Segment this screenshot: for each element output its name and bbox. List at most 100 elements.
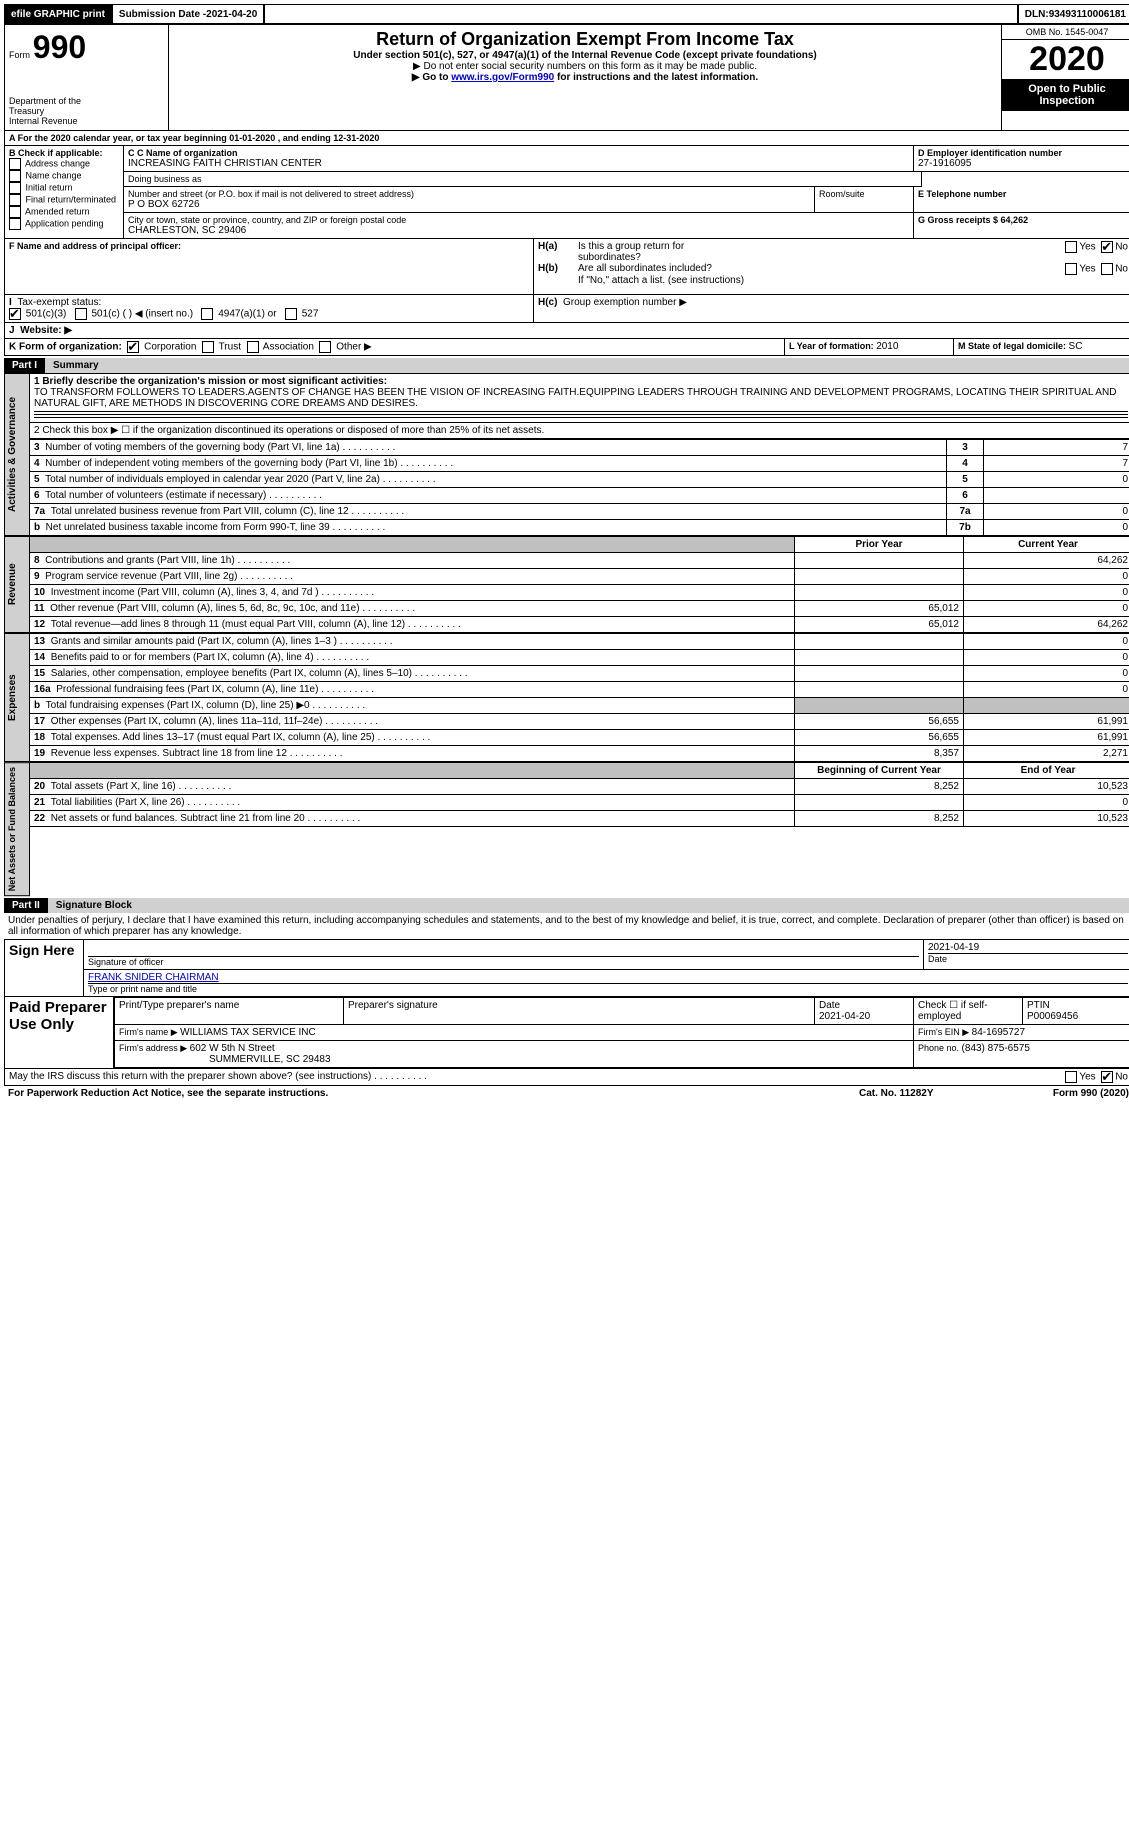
ha-no-checkbox[interactable] <box>1101 241 1113 253</box>
ha-text-2: subordinates? <box>578 252 641 263</box>
ein: 27-1916095 <box>918 158 1128 169</box>
hb-yes-checkbox[interactable] <box>1065 263 1077 275</box>
table-row: 12 Total revenue—add lines 8 through 11 … <box>30 617 1129 633</box>
box-h: H(a) Is this a group return for subordin… <box>534 239 1129 295</box>
ha-label: H(a) <box>538 241 578 263</box>
part-1-badge: Part I <box>4 358 45 373</box>
hc-label: H(c) <box>538 297 557 308</box>
table-row: 22 Net assets or fund balances. Subtract… <box>30 811 1129 827</box>
officer-name[interactable]: FRANK SNIDER CHAIRMAN <box>88 972 1128 983</box>
form-org-row: K Form of organization: Corporation Trus… <box>4 339 1129 356</box>
firm-ein-label: Firm's EIN ▶ <box>918 1027 972 1037</box>
tab-net-assets: Net Assets or Fund Balances <box>4 762 30 896</box>
box-l-label: L Year of formation: <box>789 341 876 351</box>
governance-table: 3 Number of voting members of the govern… <box>30 439 1129 536</box>
col-eoy: End of Year <box>964 763 1129 779</box>
corporation-checkbox[interactable] <box>127 341 139 353</box>
trust-checkbox[interactable] <box>202 341 214 353</box>
col-print-name: Print/Type preparer's name <box>115 998 344 1025</box>
ha-yes-checkbox[interactable] <box>1065 241 1077 253</box>
box-g-label: G Gross receipts $ <box>918 215 1001 225</box>
form-number: 990 <box>33 29 86 65</box>
form-title: Return of Organization Exempt From Incom… <box>173 29 997 50</box>
part-2-title: Signature Block <box>48 898 1129 913</box>
table-row: 15 Salaries, other compensation, employe… <box>30 666 1129 682</box>
boxb-checkbox-5[interactable] <box>9 218 21 230</box>
col-self-employed: Check ☐ if self-employed <box>914 998 1023 1025</box>
title-box: Return of Organization Exempt From Incom… <box>169 25 1001 130</box>
org-name: INCREASING FAITH CHRISTIAN CENTER <box>128 158 909 169</box>
col-date: Date <box>819 1000 840 1011</box>
top-bar: efile GRAPHIC print Submission Date - 20… <box>4 4 1129 24</box>
officer-group-block: F Name and address of principal officer:… <box>4 239 1129 295</box>
association-checkbox[interactable] <box>247 341 259 353</box>
table-row: 21 Total liabilities (Part X, line 26)0 <box>30 795 1129 811</box>
boxb-item: Amended return <box>9 206 119 218</box>
table-row: 7a Total unrelated business revenue from… <box>30 504 1129 520</box>
table-row: 19 Revenue less expenses. Subtract line … <box>30 746 1129 762</box>
dept-line-2: Treasury <box>9 106 164 116</box>
dept-line-1: Department of the <box>9 96 164 106</box>
boxb-checkbox-0[interactable] <box>9 158 21 170</box>
table-row: 5 Total number of individuals employed i… <box>30 472 1129 488</box>
submission-label: Submission Date - <box>119 9 206 20</box>
sig-date-label: Date <box>928 953 1128 964</box>
hb-note: If "No," attach a list. (see instruction… <box>538 275 1128 286</box>
boxb-checkbox-2[interactable] <box>9 182 21 194</box>
501c-checkbox[interactable] <box>75 308 87 320</box>
street: P O BOX 62726 <box>128 199 810 210</box>
note2-suffix: for instructions and the latest informat… <box>557 72 758 83</box>
hb-no-checkbox[interactable] <box>1101 263 1113 275</box>
declaration: Under penalties of perjury, I declare th… <box>4 913 1129 939</box>
net-assets-table: Beginning of Current Year End of Year 20… <box>30 762 1129 827</box>
501c3-checkbox[interactable] <box>9 308 21 320</box>
part-2-header: Part II Signature Block <box>4 898 1129 913</box>
boxb-checkbox-1[interactable] <box>9 170 21 182</box>
boxb-checkbox-4[interactable] <box>9 206 21 218</box>
4947-checkbox[interactable] <box>201 308 213 320</box>
firm-name: WILLIAMS TAX SERVICE INC <box>180 1027 316 1038</box>
topbar-spacer <box>264 4 1017 24</box>
phone: (843) 875-6575 <box>962 1043 1030 1054</box>
table-row: 18 Total expenses. Add lines 13–17 (must… <box>30 730 1129 746</box>
mission-text: TO TRANSFORM FOLLOWERS TO LEADERS.AGENTS… <box>34 387 1128 409</box>
form990-link[interactable]: www.irs.gov/Form990 <box>451 72 554 83</box>
expenses-table: 13 Grants and similar amounts paid (Part… <box>30 633 1129 762</box>
discuss-no-checkbox[interactable] <box>1101 1071 1113 1083</box>
table-row: 10 Investment income (Part VIII, column … <box>30 585 1129 601</box>
dept-line-3: Internal Revenue <box>9 116 164 126</box>
instructions-note: ▶ Go to www.irs.gov/Form990 for instruct… <box>173 72 997 83</box>
table-row: 11 Other revenue (Part VIII, column (A),… <box>30 601 1129 617</box>
pra-notice: For Paperwork Reduction Act Notice, see … <box>8 1088 859 1099</box>
efile-graphic-print[interactable]: efile GRAPHIC print <box>4 4 112 24</box>
line-2: 2 Check this box ▶ ☐ if the organization… <box>30 423 1129 439</box>
firm-ein: 84-1695727 <box>972 1027 1025 1038</box>
ptin: P00069456 <box>1027 1011 1078 1022</box>
dln: DLN: 93493110006181 <box>1018 4 1129 24</box>
city: CHARLESTON, SC 29406 <box>128 225 909 236</box>
tab-revenue: Revenue <box>4 536 30 633</box>
discuss-row: May the IRS discuss this return with the… <box>4 1069 1129 1086</box>
box-hc: H(c) Group exemption number ▶ <box>534 295 1129 323</box>
other-checkbox[interactable] <box>319 341 331 353</box>
street-label: Number and street (or P.O. box if mail i… <box>128 189 810 199</box>
box-e-label: E Telephone number <box>918 189 1128 199</box>
gross-receipts: 64,262 <box>1001 215 1029 225</box>
boxb-item: Final return/terminated <box>9 194 119 206</box>
table-row: 13 Grants and similar amounts paid (Part… <box>30 634 1129 650</box>
boxb-checkbox-3[interactable] <box>9 194 21 206</box>
room-label: Room/suite <box>819 189 909 199</box>
cat-no: Cat. No. 11282Y <box>859 1088 1009 1099</box>
box-d: D Employer identification number 27-1916… <box>914 146 1129 172</box>
sign-here-label: Sign Here <box>5 940 83 996</box>
firm-addr-label: Firm's address ▶ <box>119 1043 190 1053</box>
table-row: 16a Professional fundraising fees (Part … <box>30 682 1129 698</box>
discuss-yes-checkbox[interactable] <box>1065 1071 1077 1083</box>
revenue-table: Prior Year Current Year 8 Contributions … <box>30 536 1129 633</box>
city-label: City or town, state or province, country… <box>128 215 909 225</box>
tax-year: 2020 <box>1002 40 1129 79</box>
527-checkbox[interactable] <box>285 308 297 320</box>
col-preparer-sig: Preparer's signature <box>344 998 815 1025</box>
state-domicile: SC <box>1069 341 1083 352</box>
box-m: M State of legal domicile: SC <box>954 339 1129 356</box>
